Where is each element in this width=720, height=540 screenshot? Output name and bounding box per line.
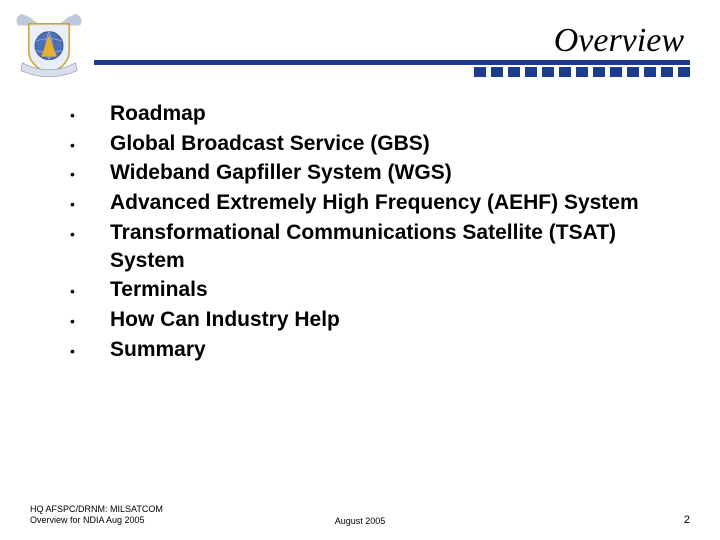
title-underline [94,60,690,65]
footer-left-line1: HQ AFSPC/DRNM: MILSATCOM [30,504,163,515]
bullet-dot-icon: • [70,100,110,124]
footer-center: August 2005 [335,516,386,526]
bullet-dot-icon: • [70,189,110,213]
title-tick [559,67,571,77]
slide: Overview •Roadmap•Global Broadcast Servi… [0,0,720,540]
bullet-dot-icon: • [70,276,110,300]
bullet-item: •Advanced Extremely High Frequency (AEHF… [70,189,680,217]
bullet-item: •Terminals [70,276,680,304]
title-tick-row [474,67,690,77]
bullet-text: Transformational Communications Satellit… [110,219,680,274]
title-tick [491,67,503,77]
footer-left: HQ AFSPC/DRNM: MILSATCOM Overview for ND… [30,504,163,526]
title-tick [542,67,554,77]
bullet-item: •Summary [70,336,680,364]
title-tick [593,67,605,77]
bullet-text: Wideband Gapfiller System (WGS) [110,159,452,187]
bullet-item: •Global Broadcast Service (GBS) [70,130,680,158]
bullet-item: •Wideband Gapfiller System (WGS) [70,159,680,187]
title-tick [610,67,622,77]
bullet-item: •Roadmap [70,100,680,128]
title-tick [627,67,639,77]
title-tick [678,67,690,77]
bullet-text: Terminals [110,276,208,304]
bullet-text: Roadmap [110,100,206,128]
bullet-dot-icon: • [70,306,110,330]
bullet-dot-icon: • [70,159,110,183]
title-tick [525,67,537,77]
bullet-dot-icon: • [70,219,110,243]
title-tick [644,67,656,77]
afspc-shield-logo [10,2,88,80]
bullet-text: Global Broadcast Service (GBS) [110,130,430,158]
footer-left-line2: Overview for NDIA Aug 2005 [30,515,163,526]
slide-header: Overview [0,0,720,78]
bullet-text: Advanced Extremely High Frequency (AEHF)… [110,189,639,217]
bullet-text: Summary [110,336,206,364]
title-tick [474,67,486,77]
slide-title: Overview [554,22,684,60]
bullet-list: •Roadmap•Global Broadcast Service (GBS)•… [70,100,680,363]
bullet-dot-icon: • [70,336,110,360]
title-tick [508,67,520,77]
bullet-text: How Can Industry Help [110,306,340,334]
title-tick [576,67,588,77]
slide-body: •Roadmap•Global Broadcast Service (GBS)•… [70,100,680,365]
bullet-item: •How Can Industry Help [70,306,680,334]
bullet-item: •Transformational Communications Satelli… [70,219,680,274]
title-tick [661,67,673,77]
slide-footer: HQ AFSPC/DRNM: MILSATCOM Overview for ND… [30,504,690,526]
bullet-dot-icon: • [70,130,110,154]
footer-page-number: 2 [684,514,690,526]
